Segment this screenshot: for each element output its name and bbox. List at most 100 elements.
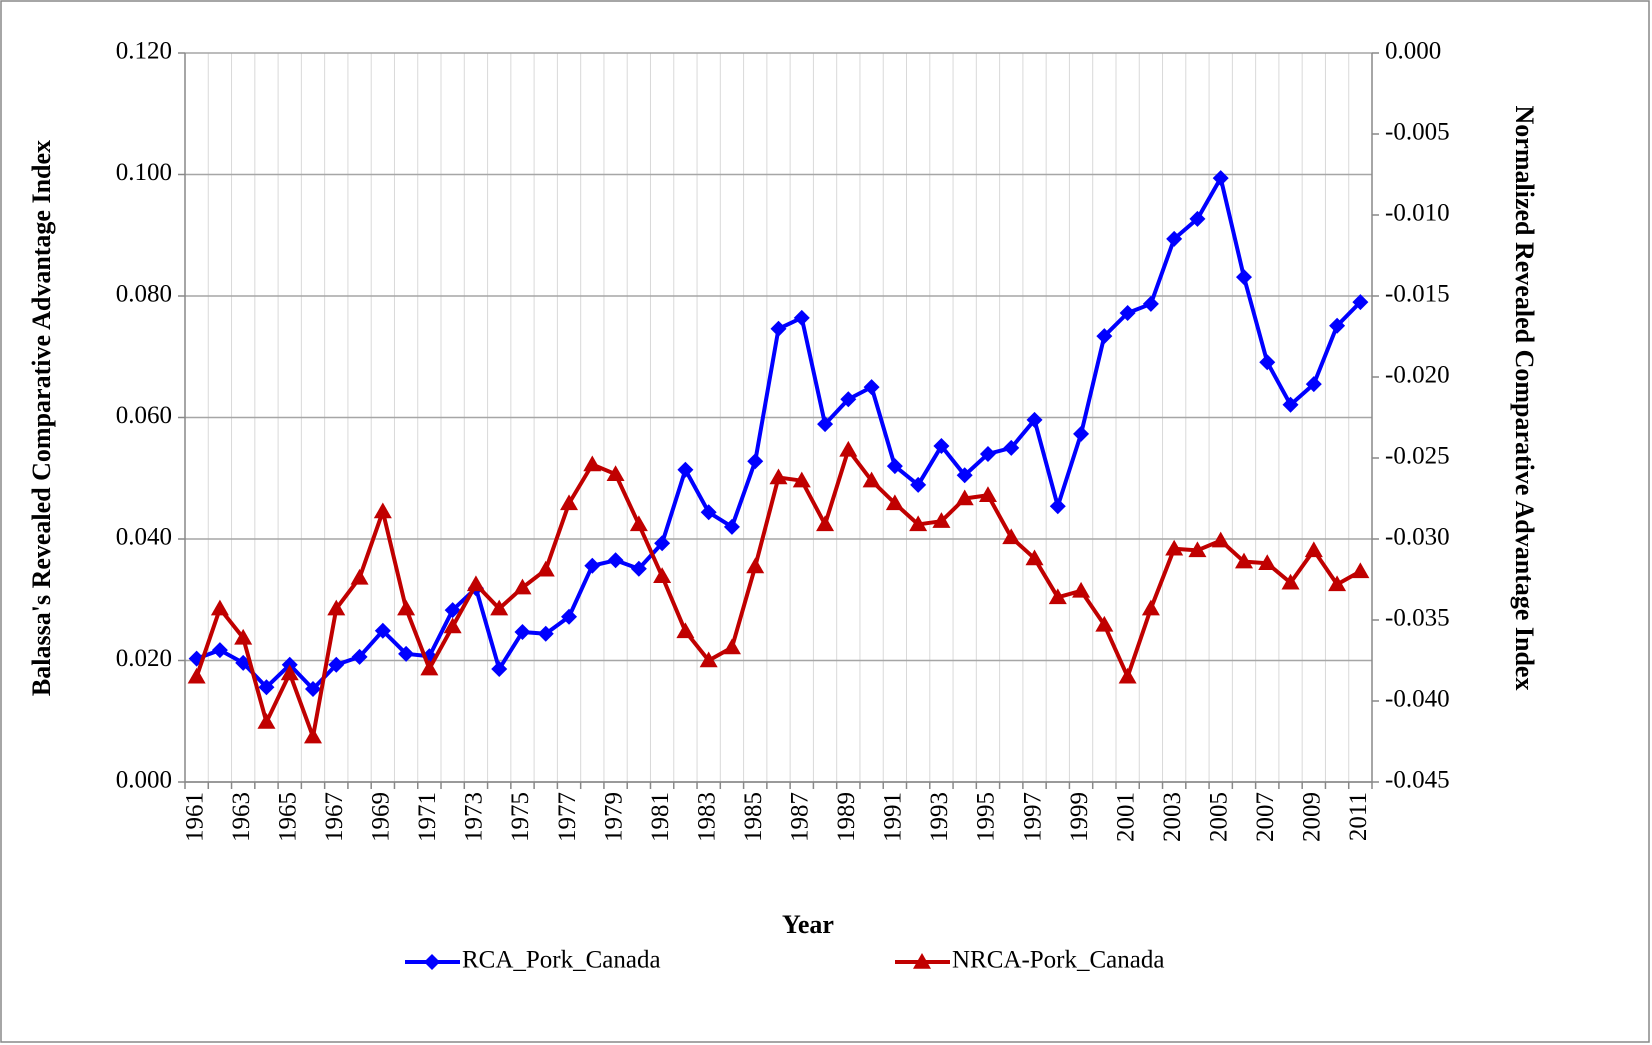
x-tick-label: 1987 xyxy=(787,792,814,842)
x-tick-label: 1999 xyxy=(1066,792,1093,842)
x-tick-label: 1973 xyxy=(461,792,488,842)
data-point xyxy=(466,575,485,592)
data-point xyxy=(700,504,717,521)
data-point xyxy=(932,512,951,528)
data-point xyxy=(1003,439,1020,456)
y-axis-title: Balassa's Revealed Comparative Advantage… xyxy=(27,140,56,696)
data-point xyxy=(561,608,578,625)
data-point xyxy=(1025,549,1044,566)
data-point xyxy=(793,309,810,326)
x-tick-label: 1995 xyxy=(973,792,1000,842)
x-tick-label: 2005 xyxy=(1205,792,1232,842)
data-point xyxy=(351,648,368,665)
data-point xyxy=(420,659,439,676)
data-point xyxy=(1073,425,1090,442)
data-point xyxy=(1118,667,1137,684)
y2-tick-label: -0.045 xyxy=(1385,767,1450,794)
data-point xyxy=(398,645,415,662)
data-point xyxy=(630,560,647,577)
data-point xyxy=(886,458,903,475)
x-tick-label: 1977 xyxy=(554,792,581,842)
data-point xyxy=(1049,498,1066,515)
data-point xyxy=(607,552,624,569)
legend-label: NRCA-Pork_Canada xyxy=(952,947,1164,974)
data-point xyxy=(1258,554,1277,571)
y-tick-label: 0.040 xyxy=(116,524,172,551)
y2-tick-label: -0.010 xyxy=(1385,200,1450,227)
legend-marker xyxy=(424,954,440,970)
data-point xyxy=(839,440,858,457)
data-point xyxy=(1305,376,1322,393)
data-point xyxy=(1234,552,1253,569)
y2-tick-label: -0.035 xyxy=(1385,605,1450,632)
x-tick-label: 1971 xyxy=(414,792,441,842)
data-point xyxy=(514,623,531,640)
y-tick-label: 0.080 xyxy=(116,281,172,308)
data-point xyxy=(817,416,834,433)
data-point xyxy=(723,518,740,535)
data-point xyxy=(1211,531,1230,548)
x-tick-label: 1979 xyxy=(600,792,627,842)
data-point xyxy=(978,486,997,503)
x-tick-label: 1989 xyxy=(833,792,860,842)
data-point xyxy=(373,502,392,519)
data-point xyxy=(443,617,462,634)
data-point xyxy=(584,557,601,574)
data-point xyxy=(1329,317,1346,334)
data-point xyxy=(840,391,857,408)
data-point xyxy=(909,515,928,532)
data-point xyxy=(862,471,881,488)
data-point xyxy=(747,453,764,470)
data-point xyxy=(1351,562,1370,579)
data-point xyxy=(1212,170,1229,187)
data-point xyxy=(677,461,694,478)
data-point xyxy=(560,494,579,511)
x-tick-label: 1965 xyxy=(274,792,301,842)
data-point xyxy=(1026,411,1043,428)
data-point xyxy=(1304,541,1323,558)
data-point xyxy=(258,679,275,696)
x-tick-label: 1975 xyxy=(507,792,534,842)
data-point xyxy=(1259,354,1276,371)
legend-marker xyxy=(913,953,931,969)
x-tick-label: 1997 xyxy=(1019,792,1046,842)
data-point xyxy=(629,515,648,532)
x-tick-label: 1963 xyxy=(228,792,255,842)
y-tick-label: 0.000 xyxy=(116,767,172,794)
data-point xyxy=(1142,295,1159,312)
y-tick-label: 0.020 xyxy=(116,645,172,672)
x-tick-label: 2009 xyxy=(1299,792,1326,842)
data-point xyxy=(816,515,835,532)
data-point xyxy=(792,471,811,488)
data-point xyxy=(1166,230,1183,247)
y2-tick-label: -0.015 xyxy=(1385,281,1450,308)
data-point xyxy=(210,599,229,616)
data-point xyxy=(676,622,695,639)
data-point xyxy=(1328,575,1347,592)
data-point xyxy=(1282,396,1299,413)
y2-tick-label: -0.040 xyxy=(1385,686,1450,713)
data-point xyxy=(722,638,741,655)
data-point xyxy=(397,599,416,616)
x-tick-label: 1991 xyxy=(880,792,907,842)
legend-label: RCA_Pork_Canada xyxy=(462,947,661,974)
data-point xyxy=(513,578,532,595)
x-axis-title: Year xyxy=(782,910,834,939)
data-point xyxy=(910,476,927,493)
data-point xyxy=(1002,528,1021,545)
data-point xyxy=(490,599,509,616)
data-point xyxy=(1096,328,1113,345)
data-point xyxy=(933,438,950,455)
x-tick-label: 2003 xyxy=(1159,792,1186,842)
data-point xyxy=(350,568,369,585)
data-point xyxy=(770,320,787,337)
x-tick-label: 2011 xyxy=(1345,792,1372,841)
data-point xyxy=(606,465,625,481)
data-point xyxy=(280,664,299,681)
data-point xyxy=(699,651,718,668)
y2-tick-label: -0.020 xyxy=(1385,362,1450,389)
data-point xyxy=(327,599,346,616)
x-tick-label: 1969 xyxy=(368,792,395,842)
data-point xyxy=(654,535,671,552)
